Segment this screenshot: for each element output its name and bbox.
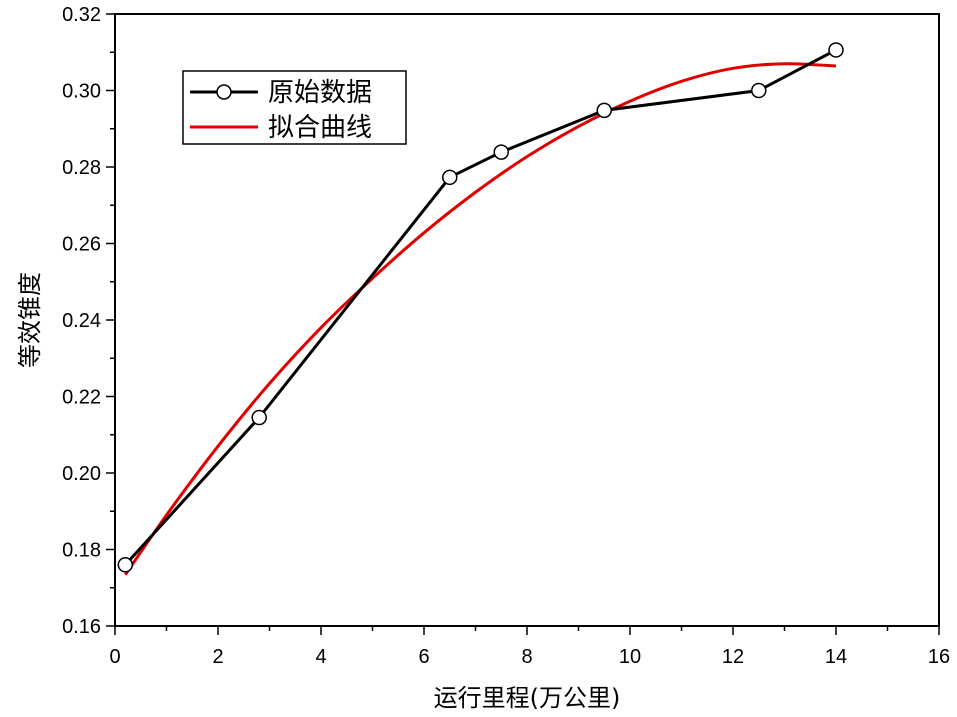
- legend-box: [182, 70, 407, 145]
- legend-label-raw: 原始数据: [268, 78, 372, 108]
- y-tick-label: 0.20: [62, 463, 101, 485]
- legend: 原始数据 拟合曲线: [182, 70, 407, 145]
- y-tick-label: 0.32: [62, 4, 101, 26]
- x-tick-label: 8: [521, 646, 532, 668]
- y-tick-label: 0.28: [62, 157, 101, 179]
- raw-data-point: [596, 102, 612, 119]
- x-tick-label: 10: [619, 646, 641, 668]
- x-tick-label: 14: [825, 646, 847, 668]
- y-axis-title: 等效锥度: [16, 272, 44, 368]
- raw-data-point: [251, 409, 267, 426]
- legend-marker-raw: [216, 84, 232, 100]
- raw-data-point: [117, 557, 134, 573]
- raw-data-point: [751, 82, 767, 99]
- x-tick-label: 4: [315, 646, 326, 668]
- x-tick-label: 0: [109, 646, 120, 668]
- series-layer: [117, 42, 844, 576]
- y-tick-label: 0.22: [62, 387, 101, 409]
- y-tick-label: 0.30: [62, 81, 101, 103]
- x-tick-label: 2: [212, 646, 223, 668]
- y-tick-label: 0.18: [62, 540, 101, 562]
- y-tick-label: 0.16: [62, 616, 101, 638]
- x-tick-labels: 0 2 4 6 8 10 12 14 16: [109, 646, 950, 668]
- legend-label-fit: 拟合曲线: [268, 113, 372, 143]
- raw-data-point: [828, 42, 844, 58]
- fit-curve-line: [124, 62, 837, 576]
- x-tick-label: 12: [722, 646, 744, 668]
- y-tick-label: 0.24: [62, 310, 101, 332]
- x-axis-title: 运行里程(万公里): [434, 684, 621, 712]
- y-tick-label: 0.26: [62, 234, 101, 256]
- raw-data-point: [442, 169, 458, 186]
- x-tick-label: 16: [928, 646, 950, 668]
- x-tick-label: 6: [418, 646, 429, 668]
- plot-frame: [114, 13, 940, 627]
- y-tick-labels: 0.16 0.18 0.20 0.22 0.24 0.26 0.28 0.30 0.32: [62, 4, 101, 638]
- raw-data-point: [493, 144, 509, 160]
